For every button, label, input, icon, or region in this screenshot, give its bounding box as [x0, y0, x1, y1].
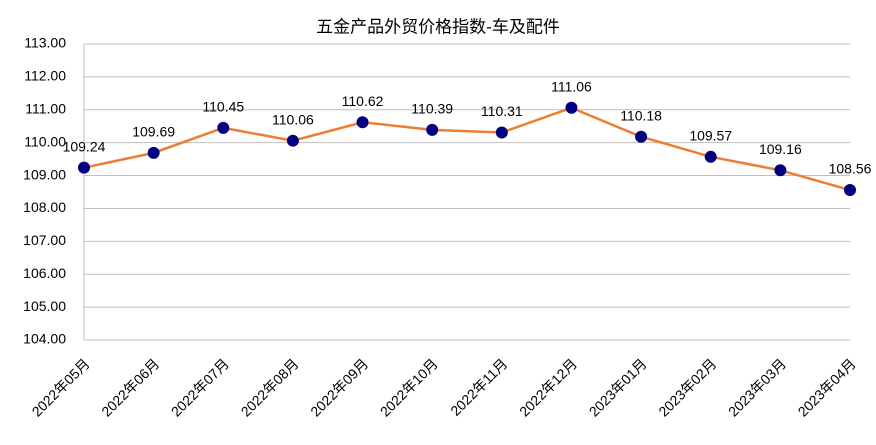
data-label: 111.06	[551, 79, 592, 95]
y-tick-label: 113.00	[24, 35, 66, 51]
x-tick-label: 2022年08月	[238, 355, 302, 419]
marker	[774, 164, 787, 177]
y-tick-label: 112.00	[24, 68, 66, 84]
data-label: 110.45	[202, 99, 244, 115]
marker	[147, 146, 160, 159]
y-tick-label: 108.00	[23, 199, 66, 215]
marker	[286, 134, 299, 147]
data-label: 110.31	[481, 103, 523, 119]
data-label: 110.39	[411, 101, 453, 117]
marker	[495, 126, 508, 139]
marker	[635, 130, 648, 143]
x-tick-label: 2023年01月	[586, 355, 650, 419]
x-tick-label: 2022年12月	[516, 355, 580, 419]
y-tick-label: 109.00	[23, 166, 66, 182]
data-label: 110.06	[272, 111, 314, 127]
marker	[844, 184, 856, 197]
x-tick-label: 2023年04月	[795, 355, 859, 419]
x-tick-label: 2022年06月	[98, 355, 162, 419]
marker	[565, 101, 578, 114]
x-tick-label: 2022年05月	[29, 355, 93, 419]
marker	[78, 161, 90, 174]
x-tick-label: 2023年03月	[725, 355, 789, 419]
y-tick-label: 106.00	[23, 265, 66, 281]
x-tick-label: 2022年09月	[307, 355, 371, 419]
x-tick-label: 2022年07月	[168, 355, 232, 419]
marker	[356, 116, 369, 129]
data-label: 109.69	[132, 124, 175, 140]
line	[83, 106, 851, 192]
data-label: 108.56	[829, 161, 872, 177]
marker	[426, 123, 439, 136]
data-label: 109.16	[759, 141, 802, 157]
y-tick-label: 110.00	[24, 133, 66, 149]
y-tick-label: 111.00	[25, 100, 66, 116]
marker	[217, 121, 230, 134]
data-label: 109.57	[689, 128, 732, 144]
x-tick-label: 2022年10月	[377, 355, 441, 419]
data-label: 109.24	[63, 138, 106, 154]
marker	[704, 150, 717, 163]
y-tick-label: 105.00	[23, 298, 66, 314]
chart-title: 五金产品外贸价格指数-车及配件	[316, 17, 560, 36]
y-tick-label: 104.00	[23, 331, 66, 347]
x-tick-label: 2023年02月	[655, 355, 719, 419]
y-tick-label: 107.00	[23, 232, 66, 248]
data-label: 110.18	[620, 107, 662, 123]
x-tick-label: 2022年11月	[447, 355, 510, 418]
data-label: 110.62	[342, 93, 384, 109]
